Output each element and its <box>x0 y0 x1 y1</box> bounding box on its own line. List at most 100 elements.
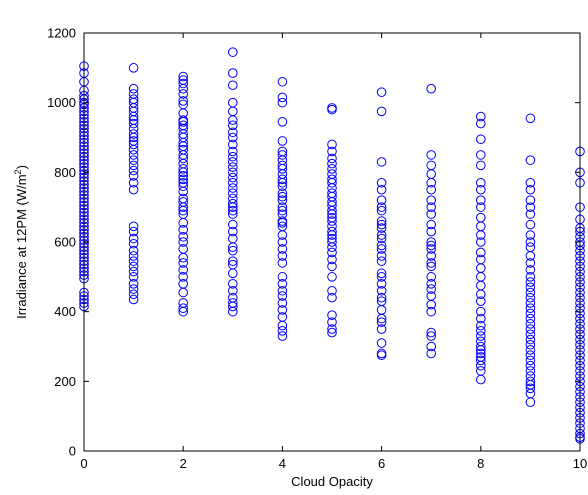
data-point <box>376 240 387 251</box>
x-tick-label: 4 <box>279 456 286 471</box>
data-point <box>228 285 238 296</box>
data-point <box>376 305 387 315</box>
data-point <box>376 256 387 266</box>
data-point <box>178 71 188 82</box>
data-point <box>476 263 486 273</box>
y-axis-title-main: Irradiance at 12PM (W/m <box>14 174 29 319</box>
data-point <box>426 195 437 205</box>
data-point <box>228 226 238 237</box>
data-point <box>476 195 486 205</box>
x-tick-label: 6 <box>378 456 385 471</box>
data-point <box>277 92 288 103</box>
data-point <box>178 158 188 169</box>
data-point <box>327 221 337 232</box>
data-point <box>426 244 437 254</box>
data-point <box>376 219 387 230</box>
data-point <box>476 202 486 212</box>
data-point <box>178 298 188 308</box>
data-point <box>128 63 139 73</box>
y-tick-label: 1000 <box>47 95 76 110</box>
data-point <box>525 319 536 329</box>
data-point <box>128 177 139 188</box>
data-point <box>525 329 536 340</box>
data-point <box>426 251 437 261</box>
data-point <box>327 261 337 272</box>
data-point <box>476 331 486 341</box>
data-point <box>228 47 238 57</box>
data-point <box>128 245 139 256</box>
data-point <box>476 320 486 331</box>
data-point <box>426 209 437 219</box>
data-point <box>277 205 288 216</box>
data-point <box>525 202 536 212</box>
data-point <box>476 160 486 171</box>
data-point <box>476 150 486 160</box>
data-point <box>476 134 486 145</box>
data-point <box>426 341 437 352</box>
data-point <box>525 308 536 319</box>
data-point <box>178 252 188 263</box>
data-point <box>327 242 337 253</box>
data-point <box>525 376 536 387</box>
data-point <box>128 279 139 289</box>
data-point <box>277 169 288 179</box>
data-point <box>426 272 437 282</box>
data-point <box>476 313 486 324</box>
data-point <box>128 83 139 94</box>
data-point <box>128 139 139 150</box>
data-point <box>525 230 536 240</box>
data-point <box>178 96 188 106</box>
data-point <box>525 334 536 345</box>
data-point <box>178 205 188 216</box>
data-point <box>228 188 238 199</box>
data-point <box>426 202 437 212</box>
data-point <box>376 313 387 324</box>
x-axis-ticks: 0 2 4 6 8 10 <box>80 33 587 471</box>
data-point <box>128 144 139 155</box>
y-tick-label: 200 <box>54 374 76 389</box>
y-axis-title-superscript: 2 <box>13 169 23 174</box>
data-point <box>128 165 139 176</box>
data-point <box>228 80 238 91</box>
data-point <box>426 306 437 317</box>
data-point <box>476 345 486 355</box>
y-tick-label: 600 <box>54 235 76 250</box>
data-point <box>277 155 288 165</box>
data-point <box>128 160 139 171</box>
data-point <box>228 306 238 317</box>
data-point <box>476 326 486 336</box>
data-point <box>277 305 288 315</box>
data-point <box>128 155 139 165</box>
data-point <box>525 287 536 298</box>
data-point <box>426 279 437 289</box>
data-point <box>476 360 486 371</box>
data-point <box>128 261 139 272</box>
data-point <box>277 191 288 202</box>
data-point <box>525 184 536 195</box>
x-tick-label: 2 <box>180 456 187 471</box>
data-point <box>128 266 139 277</box>
data-point <box>128 171 139 181</box>
data-point <box>525 195 536 205</box>
data-point <box>277 164 288 174</box>
data-point <box>128 132 139 143</box>
data-point <box>178 258 188 268</box>
data-point <box>228 245 238 256</box>
data-point <box>178 231 188 242</box>
data-point <box>426 299 437 310</box>
data-point <box>327 139 337 150</box>
data-point <box>525 209 536 219</box>
data-point <box>277 279 288 289</box>
data-point <box>228 268 238 279</box>
data-point <box>277 181 288 192</box>
data-point <box>178 303 188 313</box>
data-point <box>376 87 387 98</box>
data-point <box>228 183 238 193</box>
data-point <box>525 237 536 247</box>
data-point <box>128 221 139 232</box>
data-point <box>327 169 337 179</box>
data-point <box>376 251 387 261</box>
data-point <box>476 336 486 347</box>
data-point <box>525 242 536 253</box>
data-point <box>476 221 486 232</box>
